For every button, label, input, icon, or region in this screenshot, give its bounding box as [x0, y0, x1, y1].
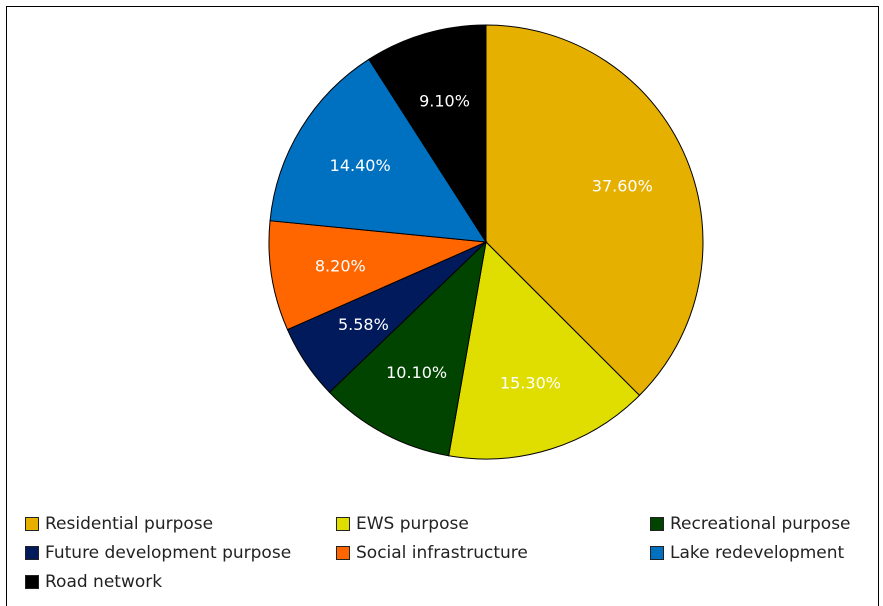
legend-item-road-network: Road network — [25, 571, 162, 593]
slice-label-ews-purpose: 15.30% — [500, 374, 561, 393]
pie-slice-lake-redevelopment — [269, 58, 487, 243]
legend-item-lake-redevelopment: Lake redevelopment — [650, 542, 844, 564]
legend-swatch — [650, 546, 664, 560]
legend-label: Future development purpose — [45, 543, 292, 563]
pie-slice-residential-purpose — [485, 24, 704, 397]
legend-swatch — [25, 517, 39, 531]
legend-item-residential-purpose: Residential purpose — [25, 513, 213, 535]
legend-swatch — [650, 517, 664, 531]
slice-label-residential-purpose: 37.60% — [592, 177, 653, 196]
legend-swatch — [336, 546, 350, 560]
pie-slice-recreational-purpose — [328, 240, 487, 457]
slice-label-recreational-purpose: 10.10% — [386, 363, 447, 382]
legend-item-recreational-purpose: Recreational purpose — [650, 513, 851, 535]
pie-chart: 37.60% 15.30% 10.10% 5.58% 8.20% 14.40% 9.10% — [268, 24, 704, 460]
legend-item-social-infrastructure: Social infrastructure — [336, 542, 528, 564]
legend-item-future-development-purpose: Future development purpose — [25, 542, 291, 564]
legend-label: Road network — [45, 572, 163, 592]
chart-legend: Residential purpose EWS purpose Recreation… — [25, 513, 883, 605]
legend-swatch — [25, 575, 39, 589]
slice-label-future-development-purpose: 5.58% — [338, 315, 389, 334]
legend-item-ews-purpose: EWS purpose — [336, 513, 469, 535]
slice-label-social-infrastructure: 8.20% — [315, 256, 366, 275]
legend-label: Lake redevelopment — [670, 543, 845, 563]
legend-label: EWS purpose — [356, 514, 469, 534]
legend-swatch — [336, 517, 350, 531]
pie-slice-road-network — [368, 24, 487, 244]
legend-label: Recreational purpose — [670, 514, 851, 534]
legend-label: Social infrastructure — [356, 543, 528, 563]
legend-swatch — [25, 546, 39, 560]
legend-label: Residential purpose — [45, 514, 214, 534]
pie-slice-ews-purpose — [448, 240, 641, 460]
chart-frame: 37.60% 15.30% 10.10% 5.58% 8.20% 14.40% 9.10% … — [6, 6, 879, 606]
pie-slice-social-infrastructure — [268, 220, 488, 331]
slice-label-lake-redevelopment: 14.40% — [330, 156, 391, 175]
slice-label-road-network: 9.10% — [419, 91, 470, 110]
